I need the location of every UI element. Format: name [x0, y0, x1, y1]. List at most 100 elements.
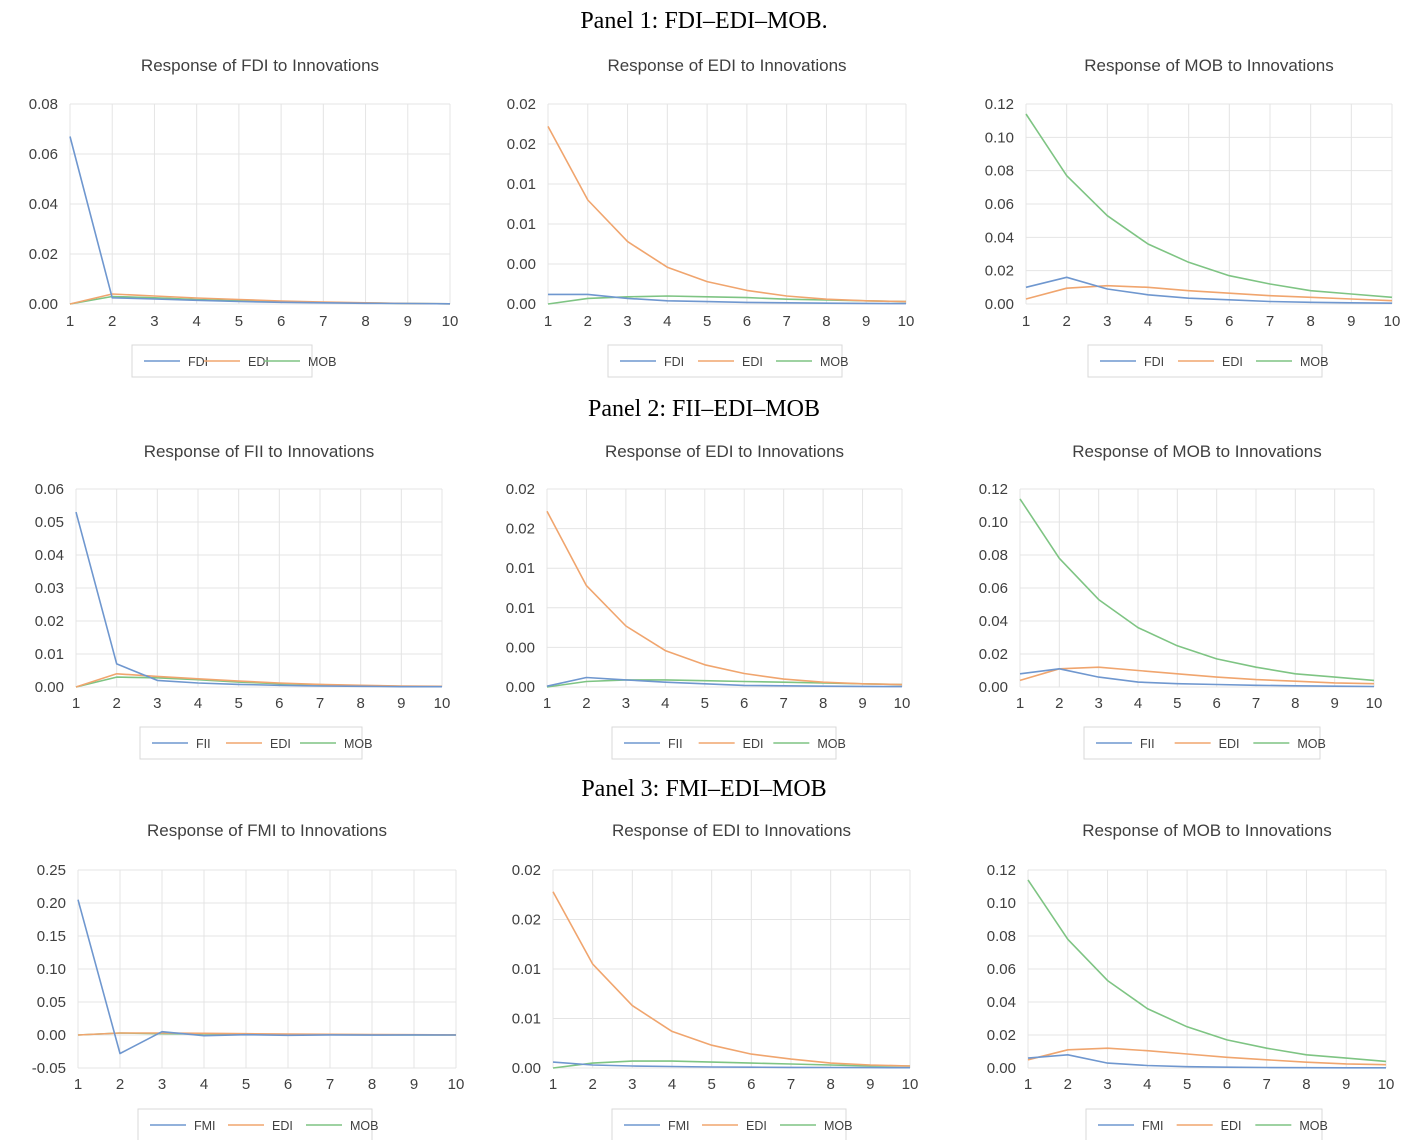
x-tick-label: 8 [826, 1076, 834, 1093]
legend-label-mob: MOB [344, 737, 372, 751]
x-tick-label: 7 [1252, 695, 1260, 712]
x-tick-label: 5 [701, 695, 709, 712]
x-tick-label: 5 [242, 1076, 250, 1093]
x-tick-label: 8 [1302, 1076, 1310, 1093]
x-tick-label: 3 [628, 1076, 636, 1093]
x-tick-label: 7 [319, 313, 327, 330]
series-line-fdi [1025, 276, 1393, 304]
x-tick-label: 1 [74, 1076, 82, 1093]
y-tick-label: 0.10 [37, 961, 66, 978]
x-tick-label: 7 [782, 313, 790, 330]
series-line-edi [1027, 1047, 1387, 1066]
legend-label-fii: FII [668, 737, 683, 751]
legend-label-mob: MOB [1297, 737, 1325, 751]
y-tick-label: 0.05 [37, 994, 66, 1011]
x-tick-label: 9 [410, 1076, 418, 1093]
y-tick-label: 0.00 [507, 256, 536, 273]
chart-title: Response of FMI to Innovations [147, 821, 387, 840]
x-tick-label: 9 [858, 695, 866, 712]
series-line-edi [546, 510, 903, 686]
series-line-fii [75, 511, 442, 688]
x-tick-label: 4 [194, 695, 202, 712]
legend-label-fdi: FDI [188, 355, 208, 369]
x-tick-label: 4 [668, 1076, 676, 1093]
x-tick-label: 1 [72, 695, 80, 712]
y-tick-label: 0.08 [29, 96, 58, 113]
x-tick-label: 6 [1225, 313, 1233, 330]
y-tick-label: 0.20 [37, 895, 66, 912]
chart-title: Response of FDI to Innovations [141, 56, 379, 75]
series-line-edi [1019, 666, 1375, 685]
y-tick-label: 0.06 [979, 580, 1008, 597]
y-tick-label: 0.04 [985, 229, 1014, 246]
y-tick-label: 0.00 [29, 296, 58, 313]
chart-title: Response of EDI to Innovations [607, 56, 846, 75]
chart-title: Response of MOB to Innovations [1084, 56, 1333, 75]
y-tick-label: 0.02 [507, 136, 536, 153]
x-tick-label: 8 [361, 313, 369, 330]
x-tick-label: 2 [116, 1076, 124, 1093]
chart-title: Response of MOB to Innovations [1072, 442, 1321, 461]
y-tick-label: 0.06 [985, 196, 1014, 213]
x-tick-label: 6 [284, 1076, 292, 1093]
x-tick-label: 10 [894, 695, 911, 712]
series-line-mob [1027, 879, 1387, 1063]
series-line-fmi [552, 1061, 911, 1069]
x-tick-label: 5 [1184, 313, 1192, 330]
series-line-fdi [69, 136, 451, 305]
y-tick-label: 0.02 [987, 1027, 1016, 1044]
legend-label-edi: EDI [1221, 1119, 1242, 1133]
x-tick-label: 1 [1024, 1076, 1032, 1093]
chart-mob-response-panel1: Response of MOB to Innovations 0.00 0.02 0.… [985, 56, 1400, 378]
x-tick-label: 2 [1055, 695, 1063, 712]
chart-fii-response: Response of FII to Innovations 0.00 0.01 0.… [35, 442, 450, 760]
y-tick-label: 0.02 [985, 263, 1014, 280]
legend-label-edi: EDI [1219, 737, 1240, 751]
x-tick-label: 3 [622, 695, 630, 712]
legend-label-edi: EDI [270, 737, 291, 751]
x-tick-label: 3 [153, 695, 161, 712]
x-tick-label: 8 [1306, 313, 1314, 330]
y-tick-label: 0.02 [512, 862, 541, 879]
legend-label-fii: FII [1140, 737, 1155, 751]
x-tick-label: 5 [235, 313, 243, 330]
series-line-edi [75, 673, 443, 688]
x-tick-label: 10 [902, 1076, 919, 1093]
x-tick-label: 2 [108, 313, 116, 330]
x-tick-label: 9 [1342, 1076, 1350, 1093]
y-tick-label: 0.00 [985, 296, 1014, 313]
series-line-fii [1019, 668, 1375, 688]
x-tick-label: 4 [1134, 695, 1142, 712]
legend-label-mob: MOB [820, 355, 848, 369]
legend-label-edi: EDI [1222, 355, 1243, 369]
y-tick-label: 0.10 [987, 895, 1016, 912]
y-tick-label: 0.00 [512, 1060, 541, 1077]
chart-title: Response of MOB to Innovations [1082, 821, 1331, 840]
x-tick-label: 6 [743, 313, 751, 330]
y-tick-label: 0.02 [506, 481, 535, 498]
chart-fdi-response: Response of FDI to Innovations 0.00 0.02 0.… [29, 56, 458, 378]
x-tick-label: 4 [1144, 313, 1152, 330]
x-tick-label: 2 [584, 313, 592, 330]
x-tick-label: 2 [112, 695, 120, 712]
x-tick-label: 1 [1016, 695, 1024, 712]
y-tick-label: 0.00 [506, 639, 535, 656]
y-tick-label: 0.05 [35, 514, 64, 531]
panel-1-title: Panel 1: FDI–EDI–MOB. [580, 8, 828, 34]
legend-label-edi: EDI [272, 1119, 293, 1133]
x-tick-label: 1 [66, 313, 74, 330]
series-line-edi [1025, 284, 1393, 302]
y-tick-label: 0.00 [35, 679, 64, 696]
legend-label-mob: MOB [824, 1119, 852, 1133]
x-tick-label: 9 [404, 313, 412, 330]
x-tick-label: 10 [1366, 695, 1383, 712]
x-tick-label: 8 [356, 695, 364, 712]
series-line-mob [1019, 498, 1375, 682]
series-line-fmi [77, 899, 457, 1055]
legend-label-fmi: FMI [1142, 1119, 1164, 1133]
x-tick-label: 3 [1103, 1076, 1111, 1093]
series-line-fdi [548, 293, 907, 305]
legend-label-edi: EDI [743, 737, 764, 751]
y-tick-label: 0.08 [979, 547, 1008, 564]
legend-label-fii: FII [196, 737, 211, 751]
